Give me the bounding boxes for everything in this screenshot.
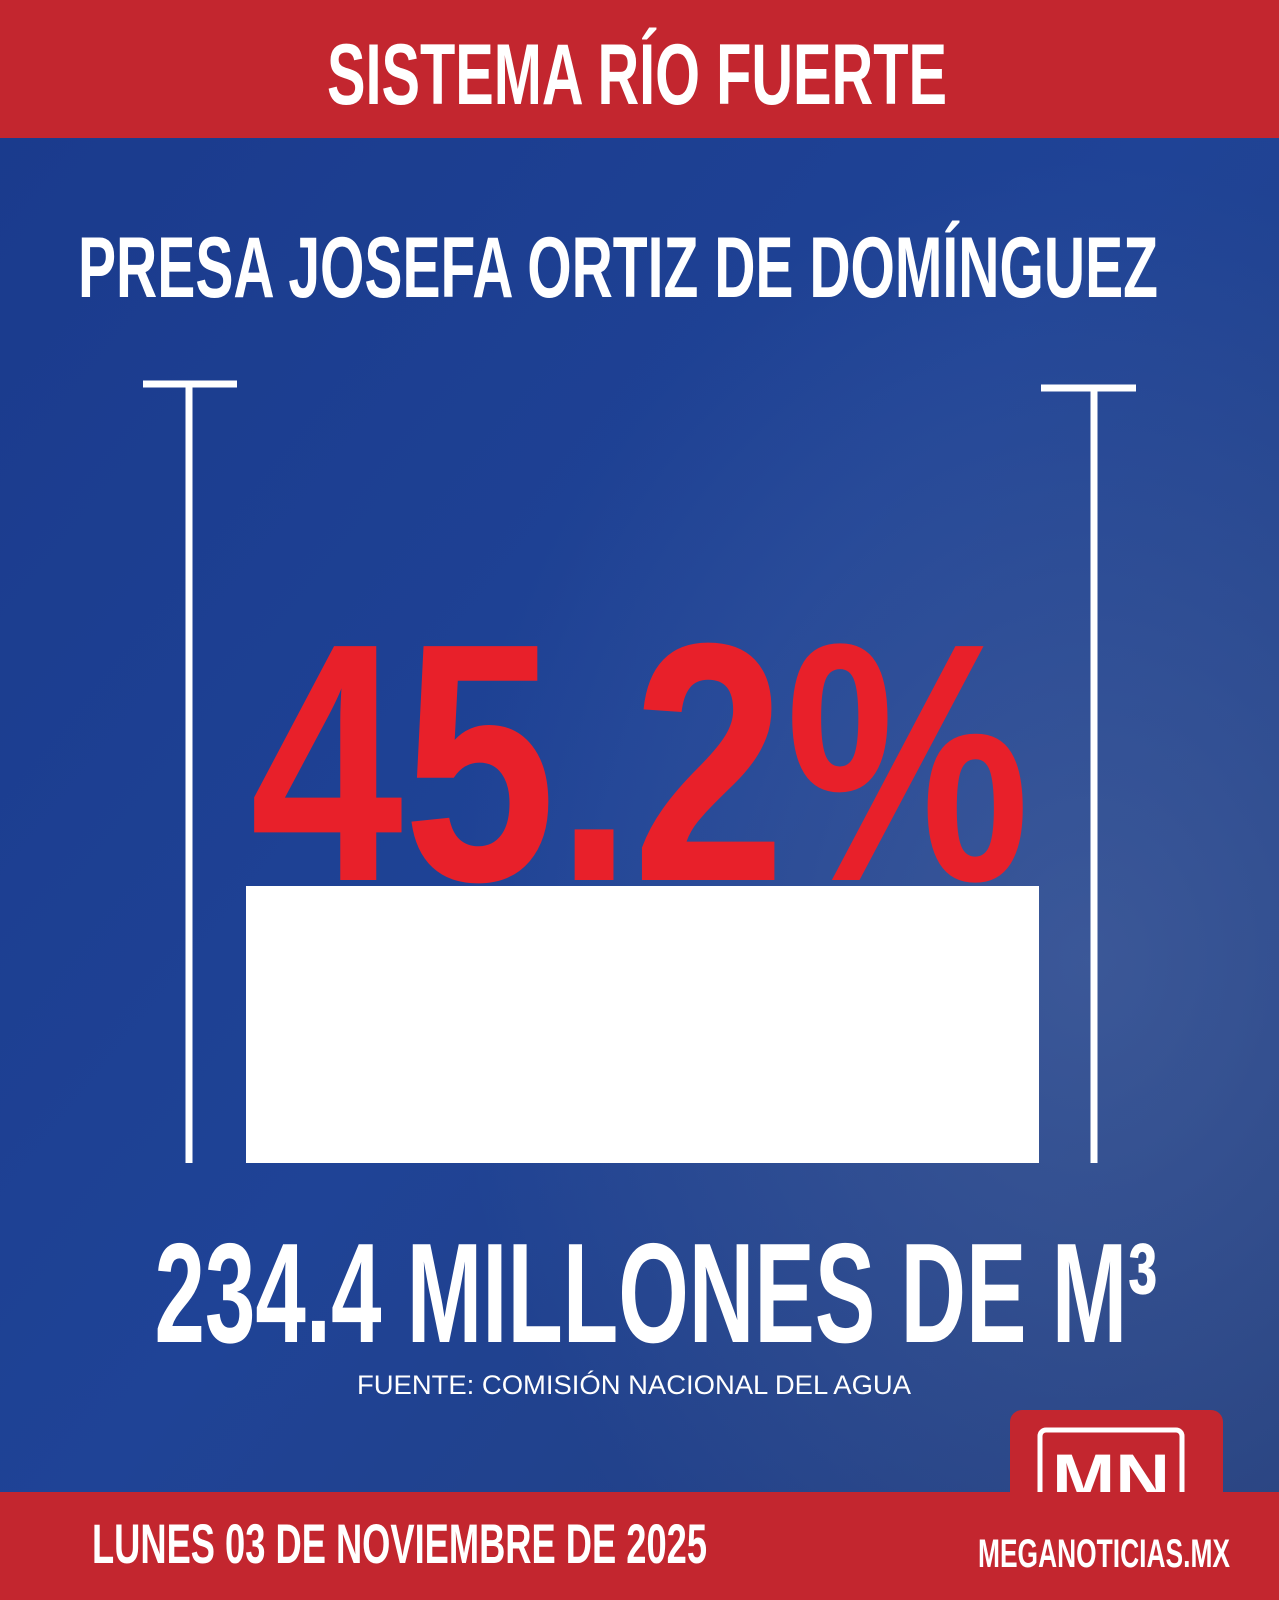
level-bar bbox=[246, 886, 1039, 1163]
site: MEGANOTICIAS.MX bbox=[978, 1532, 1230, 1576]
footer-band bbox=[0, 1492, 1279, 1600]
date: LUNES 03 DE NOVIEMBRE DE 2025 bbox=[92, 1512, 707, 1575]
gauge-brackets bbox=[143, 380, 1136, 1163]
dam-name: PRESA JOSEFA ORTIZ DE DOMÍNGUEZ bbox=[78, 220, 1158, 316]
header-band bbox=[0, 0, 1279, 138]
source: FUENTE: COMISIÓN NACIONAL DEL AGUA bbox=[357, 1369, 911, 1400]
header-title: SISTEMA RÍO FUERTE bbox=[327, 27, 947, 123]
volume: 234.4 MILLONES DE M³ bbox=[155, 1214, 1158, 1373]
